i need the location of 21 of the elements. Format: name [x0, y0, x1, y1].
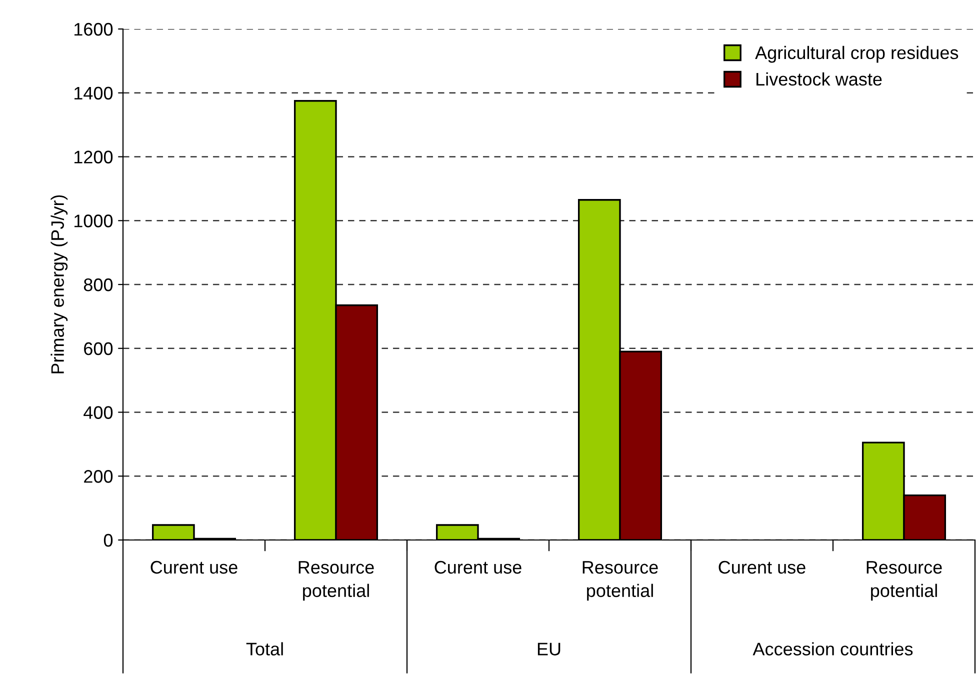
x-tick-label: Curent use — [718, 560, 806, 574]
y-tick-label: 800 — [84, 278, 113, 292]
text: Accession countries — [752, 642, 913, 656]
x-tick-label: Resource potential — [298, 561, 374, 601]
text: EU — [538, 642, 560, 656]
y-tick-label: 400 — [84, 406, 113, 419]
y-tick-label: 0 — [104, 534, 113, 547]
x-tick-label: Resource potential — [866, 561, 942, 601]
x-tick-label: Curent use — [150, 560, 238, 574]
y-tick-label: 1600 — [74, 22, 113, 36]
text: Total — [246, 642, 283, 656]
legend-label: Agricultural crop residues — [755, 46, 958, 63]
y-tick-label: 1000 — [74, 214, 113, 228]
y-tick-label: 1400 — [74, 86, 113, 100]
legend-label: Livestock waste — [756, 72, 882, 86]
y-tick-label: 1200 — [74, 150, 113, 164]
y-axis-title: Primary energy (PJ/yr) — [50, 195, 68, 374]
y-tick-label: 600 — [84, 342, 113, 356]
x-tick-label: Resource potential — [582, 561, 658, 601]
y-tick-label: 200 — [84, 470, 113, 483]
x-tick-label: Curent use — [434, 560, 522, 574]
